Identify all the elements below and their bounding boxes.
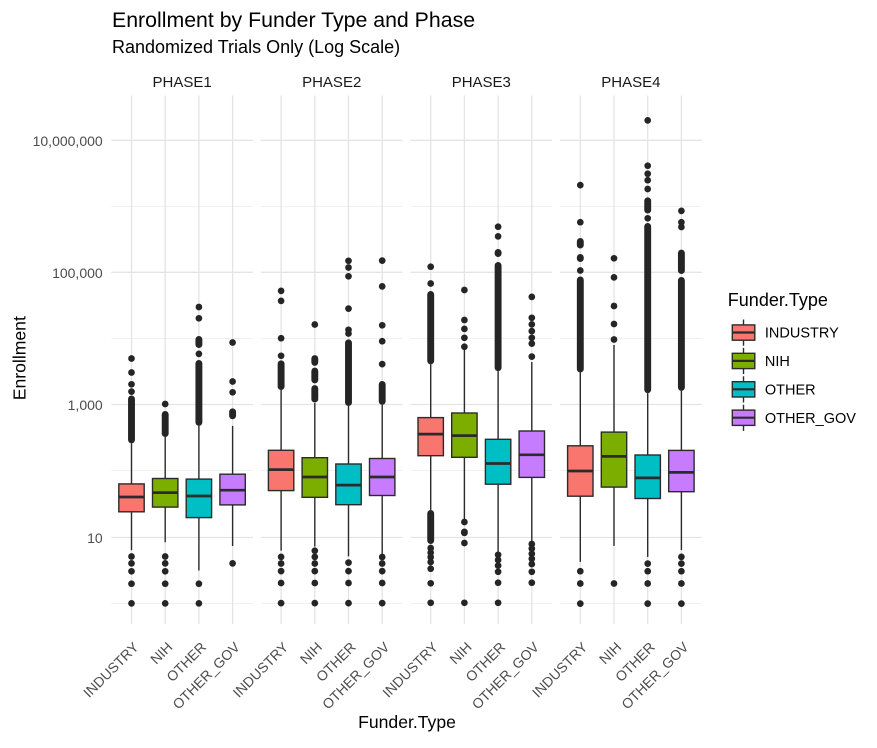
- svg-text:Funder.Type: Funder.Type: [728, 290, 828, 310]
- svg-text:OTHER: OTHER: [765, 382, 816, 398]
- svg-text:INDUSTRY: INDUSTRY: [765, 326, 839, 342]
- svg-text:10,000,000: 10,000,000: [33, 133, 103, 149]
- svg-text:Funder.Type: Funder.Type: [358, 712, 456, 732]
- svg-text:Enrollment: Enrollment: [10, 316, 30, 400]
- svg-text:Enrollment by Funder Type and: Enrollment by Funder Type and Phase: [112, 8, 475, 32]
- svg-text:PHASE3: PHASE3: [452, 74, 511, 91]
- svg-text:100,000: 100,000: [52, 265, 103, 281]
- svg-text:PHASE2: PHASE2: [302, 74, 361, 91]
- svg-text:Randomized Trials Only (Log Sc: Randomized Trials Only (Log Scale): [112, 37, 400, 57]
- svg-text:PHASE4: PHASE4: [601, 74, 660, 91]
- svg-text:PHASE1: PHASE1: [152, 74, 211, 91]
- svg-text:OTHER_GOV: OTHER_GOV: [765, 411, 856, 427]
- svg-text:NIH: NIH: [765, 354, 790, 370]
- svg-text:1,000: 1,000: [68, 397, 103, 413]
- svg-text:10: 10: [87, 530, 103, 546]
